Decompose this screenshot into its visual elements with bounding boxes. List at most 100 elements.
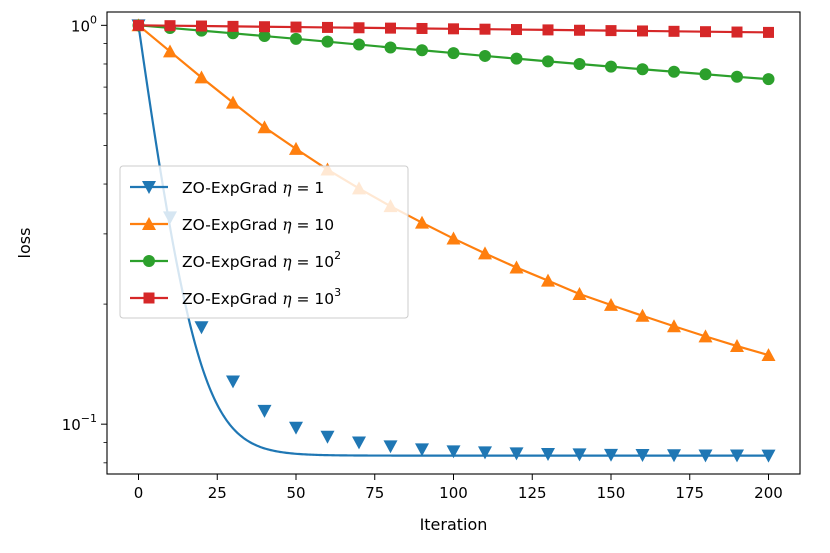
y-axis-label: loss: [15, 228, 34, 259]
data-point: [572, 287, 587, 300]
data-point: [730, 339, 744, 352]
series-4: [133, 19, 774, 38]
data-point: [668, 25, 680, 37]
legend-label-part: ZO-ExpGrad: [182, 253, 282, 271]
data-point: [698, 329, 713, 343]
data-point: [761, 348, 776, 362]
data-point: [415, 215, 429, 229]
legend-label: ZO-ExpGrad η = 102: [182, 249, 341, 271]
x-tick-label: 125: [518, 484, 547, 502]
x-axis-label: Iteration: [420, 515, 488, 534]
data-point: [320, 430, 335, 444]
data-point: [163, 44, 177, 58]
data-point: [761, 449, 776, 463]
legend-label-part: = 10: [292, 253, 335, 271]
data-point: [700, 26, 711, 38]
data-point: [574, 24, 585, 36]
legend-label-part: ZO-ExpGrad: [182, 290, 282, 308]
x-tick-label: 175: [675, 484, 704, 502]
data-point: [635, 308, 650, 322]
data-point: [573, 57, 586, 70]
data-point: [542, 55, 554, 68]
data-point: [572, 448, 587, 462]
legend-marker: [142, 181, 156, 194]
data-point: [604, 297, 618, 311]
y-tick-label: 10−1: [62, 412, 97, 434]
series-1: [131, 19, 776, 463]
data-point: [133, 19, 144, 31]
axes: 0 25 50 75 100 125 150 175 20010010−1Iterationlo…: [15, 11, 801, 534]
data-point: [385, 22, 396, 34]
legend-label-part: η: [282, 179, 292, 197]
data-point: [762, 73, 775, 86]
y-tick-base: 10: [62, 416, 81, 434]
data-point: [731, 26, 743, 38]
data-point: [511, 24, 522, 36]
data-point: [604, 448, 618, 462]
data-point: [258, 30, 271, 43]
data-point: [353, 38, 365, 51]
data-point: [541, 273, 555, 287]
data-point: [478, 246, 492, 260]
data-point: [384, 41, 397, 54]
legend-label-part: ZO-ExpGrad: [182, 179, 282, 197]
legend-label-part: η: [282, 290, 292, 308]
legend-label-part: = 10: [292, 216, 335, 234]
legend-label-part: = 10: [292, 290, 335, 308]
data-point: [196, 20, 207, 32]
x-tick-label: 150: [597, 484, 626, 502]
y-tick-label: 100: [71, 13, 97, 35]
data-point: [479, 49, 491, 62]
x-tick-label: 25: [208, 484, 227, 502]
legend-item: ZO-ExpGrad η = 103: [130, 286, 341, 308]
data-point: [605, 60, 617, 73]
legend-label: ZO-ExpGrad η = 10: [182, 216, 334, 234]
data-point: [290, 32, 302, 45]
legend-label-exponent: 3: [334, 286, 341, 299]
data-point: [446, 231, 461, 245]
data-point: [635, 449, 650, 462]
y-tick-exponent: 0: [90, 13, 97, 26]
x-tick-label: 100: [439, 484, 468, 502]
data-point: [698, 449, 713, 463]
data-point: [731, 70, 743, 83]
data-point: [416, 44, 428, 57]
data-point: [763, 26, 774, 38]
data-point: [699, 68, 712, 81]
data-point: [478, 446, 492, 460]
y-tick-base: 10: [71, 17, 90, 35]
data-point: [415, 443, 429, 457]
data-point: [509, 260, 524, 274]
data-point: [257, 404, 272, 418]
legend-item: ZO-ExpGrad η = 1: [130, 179, 324, 197]
data-point: [226, 375, 240, 389]
x-tick-label: 75: [365, 484, 384, 502]
data-point: [667, 449, 681, 463]
data-point: [605, 25, 617, 37]
legend-item: ZO-ExpGrad η = 10: [130, 216, 334, 234]
x-tick-label: 200: [754, 484, 783, 502]
data-point: [164, 20, 176, 32]
data-point: [479, 23, 491, 35]
legend-label-part: η: [282, 253, 292, 271]
data-point: [446, 445, 461, 459]
data-point: [448, 23, 459, 35]
legend-label-exponent: 2: [334, 249, 341, 262]
x-tick-label: 0: [134, 484, 144, 502]
legend-item: ZO-ExpGrad η = 102: [130, 249, 341, 271]
data-point: [636, 63, 649, 76]
data-point: [257, 120, 272, 134]
data-point: [289, 141, 303, 155]
data-point: [321, 35, 334, 48]
data-point: [730, 449, 744, 463]
data-point: [289, 421, 303, 435]
x-tick-label: 50: [286, 484, 305, 502]
plot-area: [131, 18, 776, 463]
legend-label: ZO-ExpGrad η = 103: [182, 286, 341, 308]
data-point: [322, 21, 333, 33]
data-point: [383, 440, 398, 454]
legend-box: [119, 165, 409, 319]
data-point: [510, 52, 523, 65]
data-point: [290, 21, 302, 33]
